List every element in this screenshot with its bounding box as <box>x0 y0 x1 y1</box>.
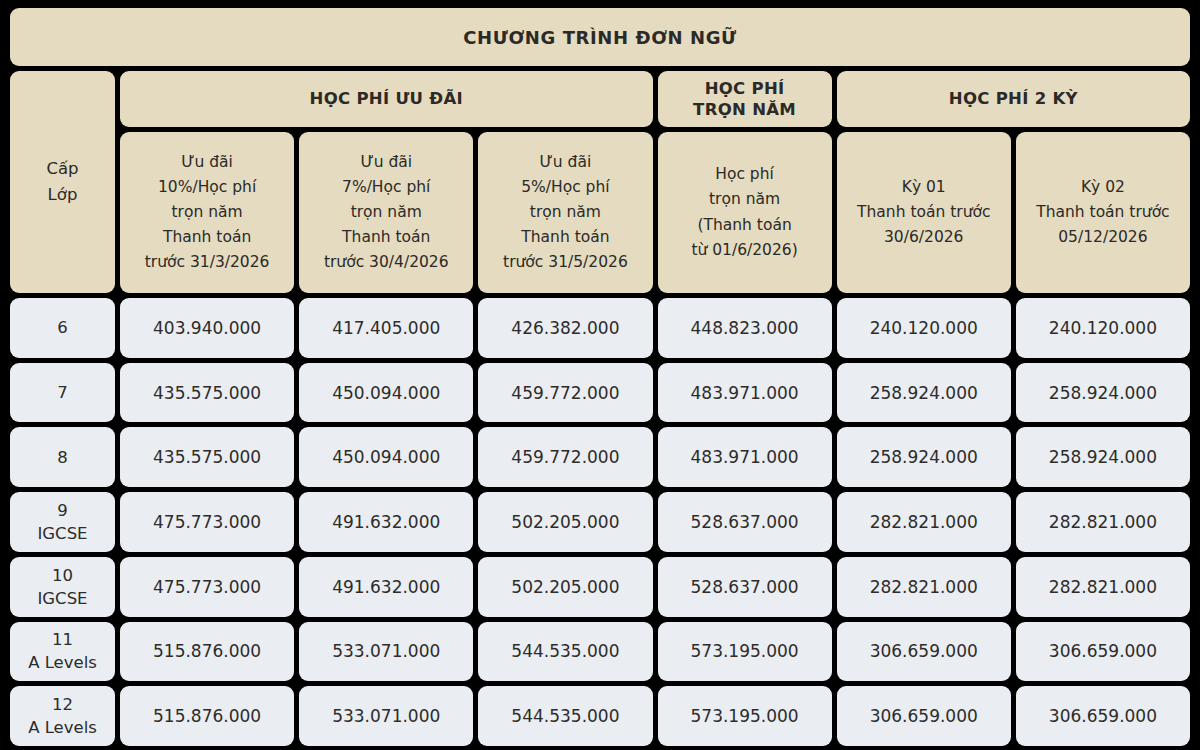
fee-cell: 435.575.000 <box>120 363 294 423</box>
fee-cell: 502.205.000 <box>478 492 652 552</box>
grade-cell: 7 <box>10 363 115 423</box>
fee-cell: 417.405.000 <box>299 298 473 358</box>
fee-cell: 515.876.000 <box>120 686 294 746</box>
column-header-full-year: Học phí trọn năm (Thanh toán từ 01/6/202… <box>658 132 832 293</box>
fee-cell: 573.195.000 <box>658 622 832 682</box>
fee-table: CHƯƠNG TRÌNH ĐƠN NGỮ Cấp Lớp HỌC PHÍ ƯU … <box>10 8 1190 746</box>
grade-cell: 8 <box>10 427 115 487</box>
column-header-discount-7pct: Ưu đãi 7%/Học phí trọn năm Thanh toán tr… <box>299 132 473 293</box>
fee-cell: 483.971.000 <box>658 363 832 423</box>
fee-cell: 282.821.000 <box>837 557 1011 617</box>
fee-cell: 533.071.000 <box>299 622 473 682</box>
fee-cell: 533.071.000 <box>299 686 473 746</box>
grade-cell: 12 A Levels <box>10 686 115 746</box>
fee-cell: 475.773.000 <box>120 492 294 552</box>
fee-cell: 502.205.000 <box>478 557 652 617</box>
grade-cell: 10 IGCSE <box>10 557 115 617</box>
fee-cell: 258.924.000 <box>1016 363 1190 423</box>
fee-cell: 240.120.000 <box>837 298 1011 358</box>
group-header-two-term-tuition: HỌC PHÍ 2 KỲ <box>837 71 1190 127</box>
group-header-full-year-tuition: HỌC PHÍ TRỌN NĂM <box>658 71 832 127</box>
fee-cell: 258.924.000 <box>837 363 1011 423</box>
grade-column-header: Cấp Lớp <box>10 71 115 293</box>
grade-cell: 11 A Levels <box>10 622 115 682</box>
fee-cell: 450.094.000 <box>299 427 473 487</box>
fee-cell: 544.535.000 <box>478 622 652 682</box>
fee-cell: 306.659.000 <box>1016 686 1190 746</box>
fee-cell: 282.821.000 <box>1016 492 1190 552</box>
fee-cell: 258.924.000 <box>1016 427 1190 487</box>
fee-cell: 459.772.000 <box>478 427 652 487</box>
table-title: CHƯƠNG TRÌNH ĐƠN NGỮ <box>10 8 1190 66</box>
fee-cell: 450.094.000 <box>299 363 473 423</box>
fee-cell: 573.195.000 <box>658 686 832 746</box>
grade-cell: 6 <box>10 298 115 358</box>
fee-table-page: CHƯƠNG TRÌNH ĐƠN NGỮ Cấp Lớp HỌC PHÍ ƯU … <box>0 0 1200 750</box>
fee-cell: 448.823.000 <box>658 298 832 358</box>
fee-cell: 403.940.000 <box>120 298 294 358</box>
fee-cell: 528.637.000 <box>658 557 832 617</box>
fee-cell: 459.772.000 <box>478 363 652 423</box>
fee-cell: 435.575.000 <box>120 427 294 487</box>
fee-cell: 475.773.000 <box>120 557 294 617</box>
column-header-term-1: Kỳ 01 Thanh toán trước 30/6/2026 <box>837 132 1011 293</box>
fee-cell: 306.659.000 <box>837 622 1011 682</box>
column-header-discount-5pct: Ưu đãi 5%/Học phí trọn năm Thanh toán tr… <box>478 132 652 293</box>
grade-cell: 9 IGCSE <box>10 492 115 552</box>
column-header-discount-10pct: Ưu đãi 10%/Học phí trọn năm Thanh toán t… <box>120 132 294 293</box>
fee-cell: 528.637.000 <box>658 492 832 552</box>
fee-cell: 282.821.000 <box>1016 557 1190 617</box>
fee-cell: 544.535.000 <box>478 686 652 746</box>
fee-cell: 258.924.000 <box>837 427 1011 487</box>
column-header-term-2: Kỳ 02 Thanh toán trước 05/12/2026 <box>1016 132 1190 293</box>
fee-cell: 426.382.000 <box>478 298 652 358</box>
fee-cell: 483.971.000 <box>658 427 832 487</box>
group-header-discount-tuition: HỌC PHÍ ƯU ĐÃI <box>120 71 653 127</box>
fee-cell: 491.632.000 <box>299 492 473 552</box>
fee-cell: 306.659.000 <box>1016 622 1190 682</box>
fee-cell: 240.120.000 <box>1016 298 1190 358</box>
fee-cell: 515.876.000 <box>120 622 294 682</box>
fee-cell: 306.659.000 <box>837 686 1011 746</box>
fee-cell: 282.821.000 <box>837 492 1011 552</box>
fee-cell: 491.632.000 <box>299 557 473 617</box>
